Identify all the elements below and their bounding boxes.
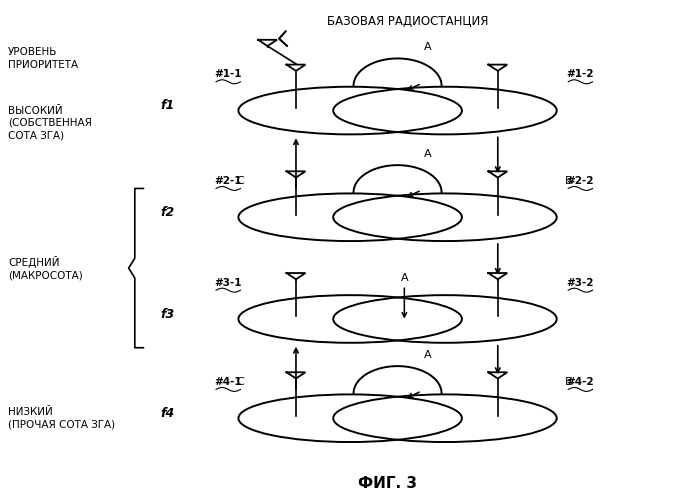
- Text: f2: f2: [160, 206, 175, 219]
- Text: ВЫСОКИЙ
(СОБСТВЕННАЯ
СОТА ЗГА): ВЫСОКИЙ (СОБСТВЕННАЯ СОТА ЗГА): [8, 106, 92, 140]
- Text: УРОВЕНЬ
ПРИОРИТЕТА: УРОВЕНЬ ПРИОРИТЕТА: [8, 47, 78, 70]
- Text: СРЕДНИЙ
(МАКРОСОТА): СРЕДНИЙ (МАКРОСОТА): [8, 255, 83, 280]
- Text: f4: f4: [160, 407, 175, 420]
- Text: #3-1: #3-1: [214, 278, 242, 288]
- Text: C: C: [237, 176, 244, 186]
- Text: #1-2: #1-2: [566, 69, 594, 79]
- Text: #2-1: #2-1: [214, 176, 242, 186]
- Text: C: C: [237, 377, 244, 387]
- Text: #1-1: #1-1: [214, 69, 242, 79]
- Text: A: A: [424, 42, 432, 52]
- Text: A: A: [401, 273, 408, 283]
- Text: f3: f3: [160, 307, 175, 320]
- Text: #3-2: #3-2: [566, 278, 594, 288]
- Text: f1: f1: [160, 99, 175, 112]
- Text: #4-1: #4-1: [214, 377, 242, 387]
- Text: #2-2: #2-2: [566, 176, 594, 186]
- Text: B: B: [564, 377, 572, 387]
- Text: ФИГ. 3: ФИГ. 3: [358, 476, 417, 491]
- Text: A: A: [424, 149, 432, 159]
- Text: #4-2: #4-2: [566, 377, 594, 387]
- Text: НИЗКИЙ
(ПРОЧАЯ СОТА ЗГА): НИЗКИЙ (ПРОЧАЯ СОТА ЗГА): [8, 407, 116, 430]
- Text: БАЗОВАЯ РАДИОСТАНЦИЯ: БАЗОВАЯ РАДИОСТАНЦИЯ: [327, 15, 488, 28]
- Text: B: B: [564, 176, 572, 186]
- Text: A: A: [424, 350, 432, 360]
